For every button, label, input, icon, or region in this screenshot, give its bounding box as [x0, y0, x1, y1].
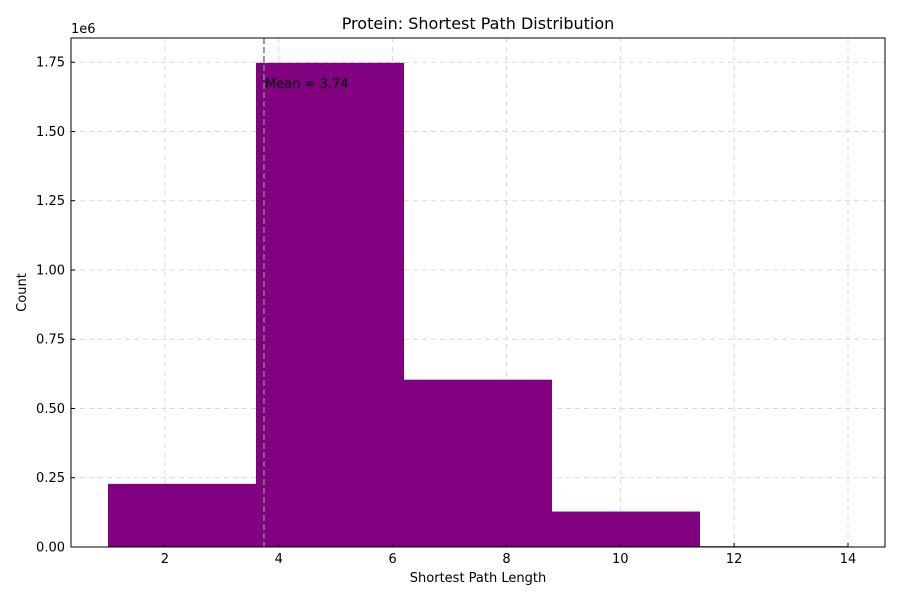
bar-2	[404, 379, 552, 547]
y-tick-label-5: 1.25	[36, 194, 65, 209]
y-axis-title: Count	[15, 273, 30, 312]
bar-1	[256, 62, 404, 547]
y-tick-label-4: 1.00	[36, 263, 65, 278]
x-tick-label-1: 4	[275, 552, 283, 567]
x-axis-title: Shortest Path Length	[410, 571, 546, 586]
y-tick-label-0: 0.00	[36, 541, 65, 556]
bar-0	[108, 483, 256, 547]
plot-frame	[70, 37, 886, 548]
x-tick-label-5: 12	[726, 552, 743, 567]
x-tick-label-3: 8	[502, 552, 510, 567]
y-tick-label-6: 1.50	[36, 125, 65, 140]
y-axis-offset-label: 1e6	[71, 22, 96, 37]
grid-lines	[71, 38, 885, 548]
bar-3	[552, 511, 700, 547]
chart-title: Protein: Shortest Path Distribution	[342, 14, 615, 33]
y-tick-label-7: 1.75	[36, 56, 65, 71]
x-tick-label-0: 2	[161, 552, 169, 567]
y-tick-label-2: 0.50	[36, 402, 65, 417]
x-tick-label-4: 10	[612, 552, 629, 567]
mean-annotation: Mean = 3.74	[265, 77, 349, 92]
histogram-bars	[108, 62, 848, 547]
y-tick-label-3: 0.75	[36, 333, 65, 348]
x-tick-label-6: 14	[840, 552, 857, 567]
y-axis-ticks: 0.00 0.25 0.50 0.75 1.00 1.25 1.50 1.75	[36, 56, 75, 556]
x-tick-label-2: 6	[388, 552, 396, 567]
y-tick-label-1: 0.25	[36, 471, 65, 486]
x-axis-ticks: 2 4 6 8 10 12 14	[161, 543, 856, 567]
